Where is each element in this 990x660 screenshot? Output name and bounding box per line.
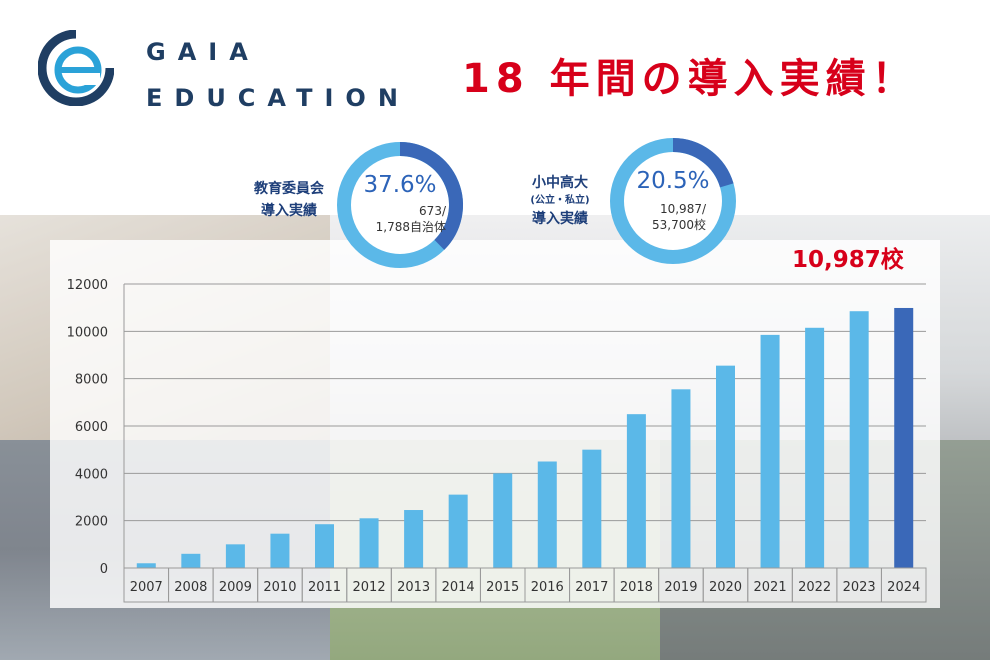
x-tick-label: 2016 (531, 580, 564, 595)
x-tick-label: 2023 (843, 580, 876, 595)
x-tick-label: 2017 (575, 580, 608, 595)
bar-2010 (270, 533, 290, 568)
bar-2016 (537, 461, 557, 568)
bar-2022 (805, 327, 825, 568)
x-tick-label: 2008 (174, 580, 207, 595)
x-tick-label: 2022 (798, 580, 831, 595)
donut-1-label: 教育委員会 導入実績 (244, 178, 334, 222)
bar-2011 (315, 524, 334, 568)
donut-1-fraction: 673/ 1,788自治体 (338, 203, 446, 235)
x-tick-label: 2011 (308, 580, 341, 595)
bar-2013 (404, 510, 424, 568)
x-tick-label: 2021 (754, 580, 787, 595)
bar-2019 (671, 389, 691, 568)
x-tick-label: 2019 (664, 580, 697, 595)
bar-2007 (136, 563, 156, 568)
bar-2014 (448, 494, 468, 568)
y-tick-label: 2000 (75, 515, 108, 530)
donut-chart-schools (610, 138, 736, 264)
donut-2-fraction-line-2: 53,700校 (652, 218, 706, 232)
donut-1-label-line-1: 教育委員会 (254, 181, 324, 197)
donut-chart-boards (337, 142, 463, 268)
bar-2020 (716, 365, 735, 568)
bar-2008 (181, 553, 201, 568)
x-tick-label: 2013 (397, 580, 430, 595)
donut-2-label-line-2: (公立・私立) (530, 195, 590, 206)
donut-1-percent: 37.6% (363, 172, 437, 198)
x-tick-label: 2018 (620, 580, 653, 595)
donut-1-fraction-line-1: 673/ (419, 204, 446, 218)
brand-wordmark: GAIA EDUCATION (146, 38, 410, 112)
x-tick-label: 2010 (263, 580, 296, 595)
x-tick-label: 2024 (887, 580, 920, 595)
y-tick-label: 4000 (75, 467, 108, 482)
x-tick-label: 2012 (353, 580, 386, 595)
donut-2-label: 小中高大 (公立・私立) 導入実績 (520, 172, 600, 230)
donut-2-percent: 20.5% (636, 168, 710, 194)
bar-2021 (760, 334, 780, 568)
donut-1-label-line-2: 導入実績 (261, 203, 317, 219)
y-tick-label: 6000 (75, 420, 108, 435)
y-tick-label: 12000 (67, 278, 108, 293)
gaia-logo-icon (38, 30, 114, 106)
donut-2-label-line-1: 小中高大 (532, 175, 588, 191)
bar-2023 (849, 311, 869, 568)
headline: 18 年間の導入実績！ (462, 56, 918, 102)
y-tick-label: 0 (100, 562, 108, 577)
y-tick-label: 8000 (75, 373, 108, 388)
donut-2-fraction-line-1: 10,987/ (659, 202, 706, 216)
bar-2017 (582, 449, 602, 568)
x-tick-label: 2009 (219, 580, 252, 595)
y-tick-label: 10000 (67, 325, 108, 340)
x-tick-label: 2007 (130, 580, 163, 595)
x-tick-label: 2015 (486, 580, 519, 595)
x-tick-label: 2014 (442, 580, 475, 595)
bar-2009 (225, 544, 245, 568)
bar-2024 (894, 307, 914, 568)
chart-y-tick-labels: 0 2000 4000 6000 8000 10000 12000 (67, 278, 108, 577)
brand-line-1: GAIA (146, 38, 260, 66)
bar-2015 (493, 473, 513, 568)
bar-2012 (359, 518, 379, 568)
x-tick-label: 2020 (709, 580, 742, 595)
donut-2-label-line-3: 導入実績 (532, 211, 588, 227)
brand-line-2: EDUCATION (146, 84, 410, 112)
donut-2-fraction: 10,987/ 53,700校 (612, 201, 706, 233)
chart-bars (136, 307, 914, 568)
x-axis-cell (880, 567, 927, 603)
highlight-value-label: 10,987校 (792, 247, 904, 273)
donut-1-fraction-line-2: 1,788自治体 (375, 220, 446, 234)
donut-2-share-arc (672, 138, 734, 188)
chart-x-axis-cells: 2007 2008 2009 2010 2011 2012 2013 2014 2015 2016… (123, 567, 927, 603)
donut-1-share-arc (399, 142, 463, 250)
bar-2018 (626, 414, 646, 568)
